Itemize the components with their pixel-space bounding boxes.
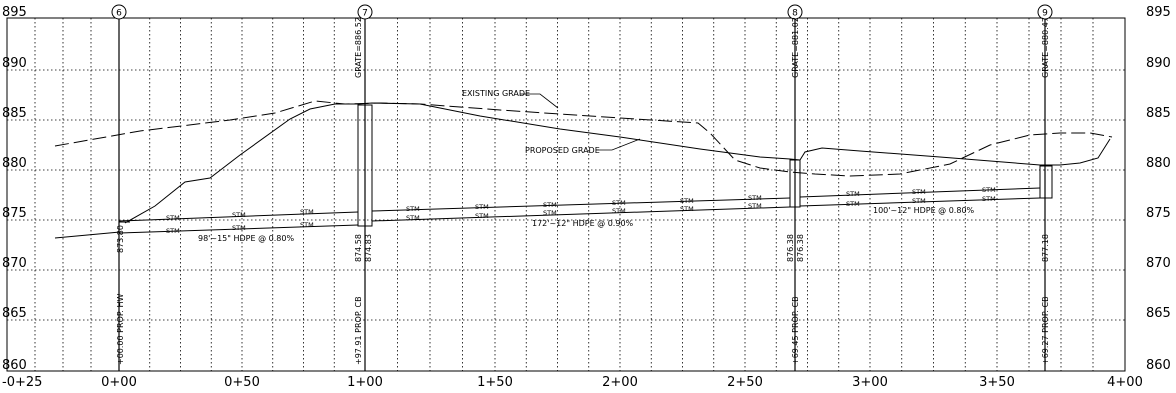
pipe2-crown — [371, 197, 791, 212]
pipe2-label: 172'~12" HDPE @ 0.90% — [532, 219, 634, 228]
structure-6-bubble: 6 — [111, 4, 127, 20]
stm-label: STM — [166, 214, 180, 222]
stm-label: STM — [846, 200, 860, 208]
stm-label: STM — [475, 212, 489, 220]
elevation-label: 875 — [1146, 206, 1171, 221]
structure-8-bubble: 8 — [787, 4, 803, 20]
stm-label: STM — [232, 224, 246, 232]
pipe3-crown — [799, 187, 1041, 198]
structure-9-number: 9 — [1042, 9, 1048, 19]
structure-7-invert-out: 874.58 — [354, 234, 363, 262]
stm-label: STM — [300, 208, 314, 216]
stm-label: STM — [543, 201, 557, 209]
stm-label: STM — [846, 190, 860, 198]
stm-label: STM — [912, 197, 926, 205]
station-label: 0+00 — [101, 375, 137, 390]
structure-7-grate: GRATE=886.52 — [354, 17, 363, 78]
elevation-label: 870 — [1146, 256, 1171, 271]
structure-7-box — [357, 104, 373, 227]
elevation-label: 875 — [2, 206, 27, 221]
station-label: 0+50 — [224, 375, 260, 390]
stm-label: STM — [406, 214, 420, 222]
stm-label: STM — [680, 197, 694, 205]
elevation-label: 890 — [1146, 56, 1171, 71]
stm-label: STM — [982, 186, 996, 194]
elevation-label: 895 — [2, 5, 27, 20]
elevation-label: 860 — [2, 358, 27, 373]
stm-label: STM — [748, 202, 762, 210]
existing-grade-line — [54, 100, 1113, 177]
structure-7-bubble: 7 — [357, 4, 373, 20]
elevation-label: 895 — [1146, 5, 1171, 20]
structure-8-invert-in: 876.38 — [786, 234, 795, 262]
pipe2-invert — [371, 206, 791, 222]
existing-grade-leader — [520, 93, 559, 109]
elevation-label: 885 — [2, 106, 27, 121]
grid — [7, 18, 1125, 371]
structure-8-grate: GRATE=881.02 — [791, 17, 800, 78]
station-label: 1+00 — [347, 375, 383, 390]
stm-label: STM — [406, 205, 420, 213]
stm-label: STM — [912, 188, 926, 196]
structure-6-number: 6 — [116, 9, 122, 19]
station-label: 3+00 — [852, 375, 888, 390]
structure-8-station: +69.45 PROP. CB — [791, 296, 800, 365]
stm-label: STM — [300, 221, 314, 229]
structure-7-invert-in: 874.83 — [364, 234, 373, 262]
elevation-label: 860 — [1146, 358, 1171, 373]
structure-8-invert-out: 876.38 — [796, 234, 805, 262]
structure-9-bubble: 9 — [1037, 4, 1053, 20]
station-label: 2+00 — [602, 375, 638, 390]
stm-label: STM — [612, 207, 626, 215]
elevation-labels-right: 895 890 885 880 875 870 865 860 — [1146, 5, 1171, 373]
stm-label: STM — [166, 227, 180, 235]
pipe1-invert — [118, 224, 359, 234]
stm-label: STM — [232, 211, 246, 219]
station-label: 4+00 — [1107, 375, 1143, 390]
existing-grade-left-line — [54, 231, 121, 239]
structure-7-number: 7 — [362, 9, 368, 19]
stm-label: STM — [612, 199, 626, 207]
stm-label: STM — [748, 194, 762, 202]
station-label: 2+50 — [727, 375, 763, 390]
structure-9-invert: 877.18 — [1041, 234, 1050, 262]
structure-8-number: 8 — [792, 9, 798, 19]
structure-6-invert: 873.80 — [116, 225, 125, 253]
station-label: 3+50 — [979, 375, 1015, 390]
structure-9-station: +69.27 PROP. CB — [1041, 296, 1050, 365]
stm-label: STM — [543, 209, 557, 217]
proposed-grade-leader — [596, 138, 641, 151]
proposed-grade-label: PROPOSED GRADE — [525, 146, 600, 155]
structure-7-station: +97.91 PROP. CB — [354, 296, 363, 365]
station-labels: -0+25 0+00 0+50 1+00 1+50 2+00 2+50 3+00 3+50 4+0… — [2, 375, 1143, 390]
stm-label: STM — [475, 203, 489, 211]
proposed-grade-line — [124, 102, 1111, 224]
station-label: 1+50 — [477, 375, 513, 390]
structure-9-box — [1039, 165, 1053, 199]
pipe3-invert — [799, 197, 1041, 207]
elevation-label: 880 — [2, 156, 27, 171]
existing-grade-label: EXISTING GRADE — [462, 89, 530, 98]
elevation-label: 890 — [2, 56, 27, 71]
elevation-labels-left: 895 890 885 880 875 870 865 860 — [2, 5, 27, 373]
structure-9-grate: GRATE=880.47 — [1041, 17, 1050, 78]
pipe1-label: 98'~15" HDPE @ 0.80% — [198, 234, 294, 243]
elevation-label: 865 — [2, 306, 27, 321]
pipe1-crown — [118, 211, 359, 222]
plot-frame — [6, 17, 1126, 372]
station-label: -0+25 — [2, 375, 42, 390]
stm-label: STM — [680, 205, 694, 213]
elevation-label: 865 — [1146, 306, 1171, 321]
pipe3-label: 100'~12" HDPE @ 0.80% — [873, 206, 975, 215]
structure-6-station: +00.00 PROP. HW — [116, 293, 125, 365]
elevation-label: 885 — [1146, 106, 1171, 121]
elevation-label: 880 — [1146, 156, 1171, 171]
stm-label: STM — [982, 195, 996, 203]
elevation-label: 870 — [2, 256, 27, 271]
